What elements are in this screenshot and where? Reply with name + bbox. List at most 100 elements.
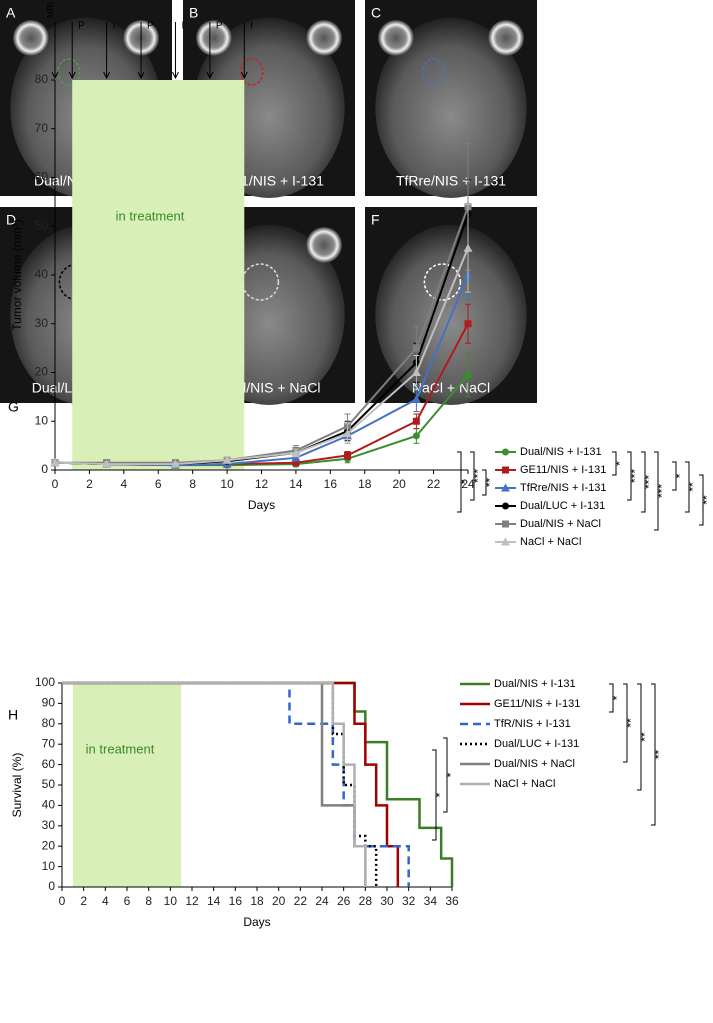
legend-label: TfRre/NIS + I-131: [520, 482, 607, 494]
image-letter: B: [189, 5, 198, 21]
y-tick-label: 60: [42, 757, 56, 771]
treatment-region: [72, 80, 245, 470]
marker: [170, 459, 180, 468]
significance-bracket: [482, 469, 487, 496]
x-tick-label: 4: [120, 477, 127, 491]
legend-item: GE11/NIS + I-131: [460, 698, 580, 710]
event-label: P: [147, 21, 154, 32]
marker: [502, 520, 509, 528]
legend-item: Dual/NIS + I-131: [460, 678, 576, 690]
x-tick-label: 24: [461, 477, 475, 491]
y-tick-label: 40: [35, 267, 49, 281]
y-tick-label: 80: [35, 72, 49, 86]
event-arrowhead: [206, 71, 214, 80]
y-tick-label: 30: [35, 316, 49, 330]
y-tick-label: 20: [35, 365, 49, 379]
survival-curve: [62, 681, 367, 887]
significance-bracket: [443, 737, 448, 813]
significance-label: *: [613, 461, 627, 466]
event-label: MRI: [45, 2, 55, 19]
significance-bracket: [627, 451, 632, 501]
y-tick-label: 20: [42, 838, 56, 852]
x-tick-label: 20: [272, 894, 286, 908]
legend-label: Dual/LUC + I-131: [494, 738, 579, 750]
y-tick-label: 30: [42, 818, 56, 832]
marker: [502, 502, 509, 510]
significance-label: *: [673, 473, 687, 478]
event-arrowhead: [51, 71, 59, 80]
legend-item: Dual/NIS + NaCl: [495, 518, 601, 530]
x-tick-label: 6: [155, 477, 162, 491]
x-tick-label: 6: [124, 894, 131, 908]
marker: [411, 368, 421, 376]
significance-label: ***: [655, 484, 669, 498]
x-tick-label: 24: [315, 894, 329, 908]
legend-item: TfR/NIS + I-131: [460, 718, 571, 730]
eye: [12, 20, 49, 56]
panel-label: G: [8, 399, 19, 415]
eye: [377, 20, 414, 56]
event-arrowhead: [103, 71, 111, 80]
eye: [306, 227, 343, 263]
significance-bracket: [699, 474, 704, 526]
event-arrowhead: [137, 71, 145, 80]
image-panel: C TfRre/NIS + I-131: [365, 0, 537, 198]
significance-label: *: [610, 695, 624, 700]
legend-label: TfR/NIS + I-131: [494, 718, 571, 730]
marker: [412, 344, 420, 352]
marker: [411, 394, 421, 403]
x-tick-label: 26: [337, 894, 351, 908]
x-tick-label: 18: [358, 477, 372, 491]
significance-label: *: [433, 792, 447, 797]
significance-label: **: [638, 732, 652, 742]
significance-label: ***: [471, 469, 485, 483]
marker: [102, 459, 112, 468]
tumor-outline: [423, 263, 462, 301]
significance-label: **: [483, 478, 497, 488]
legend-label: GE11/NIS + I-131: [520, 464, 606, 476]
legend-item: Dual/LUC + I-131: [460, 738, 579, 750]
significance-bracket: [685, 461, 690, 513]
legend-label: Dual/NIS + NaCl: [520, 518, 601, 530]
significance-bracket: [457, 451, 462, 513]
marker: [412, 432, 420, 440]
y-tick-label: 10: [35, 413, 49, 427]
marker: [412, 417, 420, 425]
significance-bracket: [470, 451, 475, 501]
image-caption: TfRre/NIS + I-131: [396, 173, 506, 189]
significance-label: *: [458, 479, 472, 484]
image-letter: A: [6, 5, 16, 21]
marker: [222, 455, 232, 464]
x-tick-label: 34: [424, 894, 438, 908]
significance-label: ***: [642, 475, 656, 489]
legend-item: Dual/NIS + I-131: [495, 446, 602, 458]
y-tick-label: 90: [42, 696, 56, 710]
legend-item: GE11/NIS + I-131: [495, 464, 606, 476]
marker: [50, 458, 60, 467]
event-label: I: [181, 21, 184, 32]
significance-bracket: [672, 461, 677, 491]
treatment-region: [72, 683, 182, 887]
legend-item: NaCl + NaCl: [460, 778, 555, 790]
event-label: I: [113, 21, 116, 32]
x-tick-label: 18: [250, 894, 264, 908]
legend-item: Dual/NIS + NaCl: [460, 758, 575, 770]
significance-bracket: [637, 683, 642, 791]
x-axis-label: Days: [248, 498, 275, 512]
significance-bracket: [609, 683, 614, 713]
marker: [501, 483, 510, 492]
treatment-label: in treatment: [116, 208, 185, 223]
significance-bracket: [623, 683, 628, 763]
x-tick-label: 0: [59, 894, 66, 908]
significance-label: **: [624, 718, 638, 728]
marker: [343, 428, 353, 437]
eye: [488, 20, 525, 56]
y-tick-label: 70: [42, 736, 56, 750]
significance-bracket: [654, 451, 659, 531]
y-tick-label: 0: [41, 462, 48, 476]
legend-item: Dual/LUC + I-131: [495, 500, 605, 512]
event-arrowhead: [240, 71, 248, 80]
y-tick-label: 80: [42, 716, 56, 730]
x-tick-label: 36: [445, 894, 459, 908]
